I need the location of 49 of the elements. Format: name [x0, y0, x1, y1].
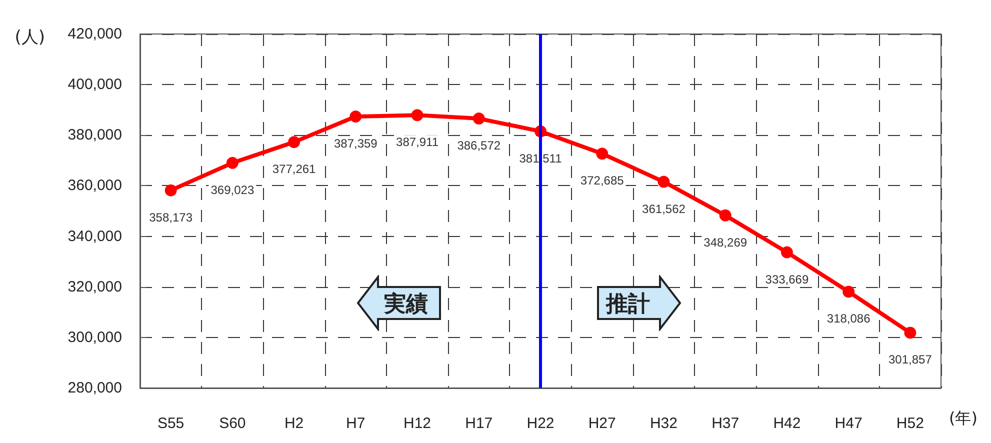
- point: [719, 209, 732, 222]
- y-tick-label: 300,000: [68, 328, 122, 346]
- x-axis-title: (年): [949, 408, 978, 428]
- y-tick-label: 360,000: [68, 177, 122, 194]
- x-tick-label: H37: [712, 415, 740, 432]
- annotation: 実績: [384, 290, 428, 320]
- data-label: 348,269: [704, 235, 748, 250]
- data-label: 301,857: [888, 352, 932, 367]
- y-tick-label: 340,000: [68, 228, 122, 245]
- data-label: 369,023: [210, 182, 254, 197]
- y-tick-label: 420,000: [68, 26, 122, 42]
- y-axis-title: (人): [14, 28, 45, 48]
- y-tick-label: 400,000: [68, 76, 122, 94]
- x-tick-label: H12: [404, 415, 432, 432]
- point: [411, 109, 424, 122]
- x-tick-label: H7: [346, 415, 366, 432]
- y-tick-label: 320,000: [68, 278, 122, 296]
- point: [780, 246, 793, 258]
- data-label: 386,572: [457, 138, 501, 153]
- point: [472, 112, 485, 125]
- x-tick-label: H22: [526, 415, 554, 432]
- data-label: 372,685: [580, 174, 624, 188]
- annotation: 推計: [606, 291, 650, 320]
- x-tick-label: H52: [896, 415, 924, 432]
- point: [596, 148, 608, 160]
- data-label: 387,359: [334, 136, 378, 151]
- y-tick-label: 380,000: [68, 126, 122, 144]
- data-label: 377,261: [272, 162, 316, 176]
- x-tick-label: H27: [588, 415, 616, 432]
- point: [350, 110, 362, 123]
- x-tick-label: H32: [650, 415, 678, 432]
- x-tick-label: S60: [219, 415, 246, 432]
- data-label: 387,911: [396, 135, 439, 150]
- y-tick-label: 280,000: [68, 380, 122, 396]
- point: [288, 136, 300, 148]
- x-tick-label: S55: [157, 415, 184, 432]
- point: [658, 176, 670, 188]
- x-tick-label: H17: [465, 415, 493, 432]
- point: [164, 184, 177, 196]
- x-tick-label: H47: [834, 415, 862, 432]
- point: [842, 286, 855, 298]
- point: [904, 326, 916, 339]
- x-tick-label: H2: [284, 415, 304, 432]
- point: [226, 156, 238, 169]
- data-label: 358,173: [149, 210, 193, 224]
- data-label: 361,562: [642, 202, 686, 216]
- data-label: 333,669: [765, 272, 809, 286]
- data-label: 318,086: [826, 312, 871, 326]
- x-tick-label: H42: [773, 415, 801, 432]
